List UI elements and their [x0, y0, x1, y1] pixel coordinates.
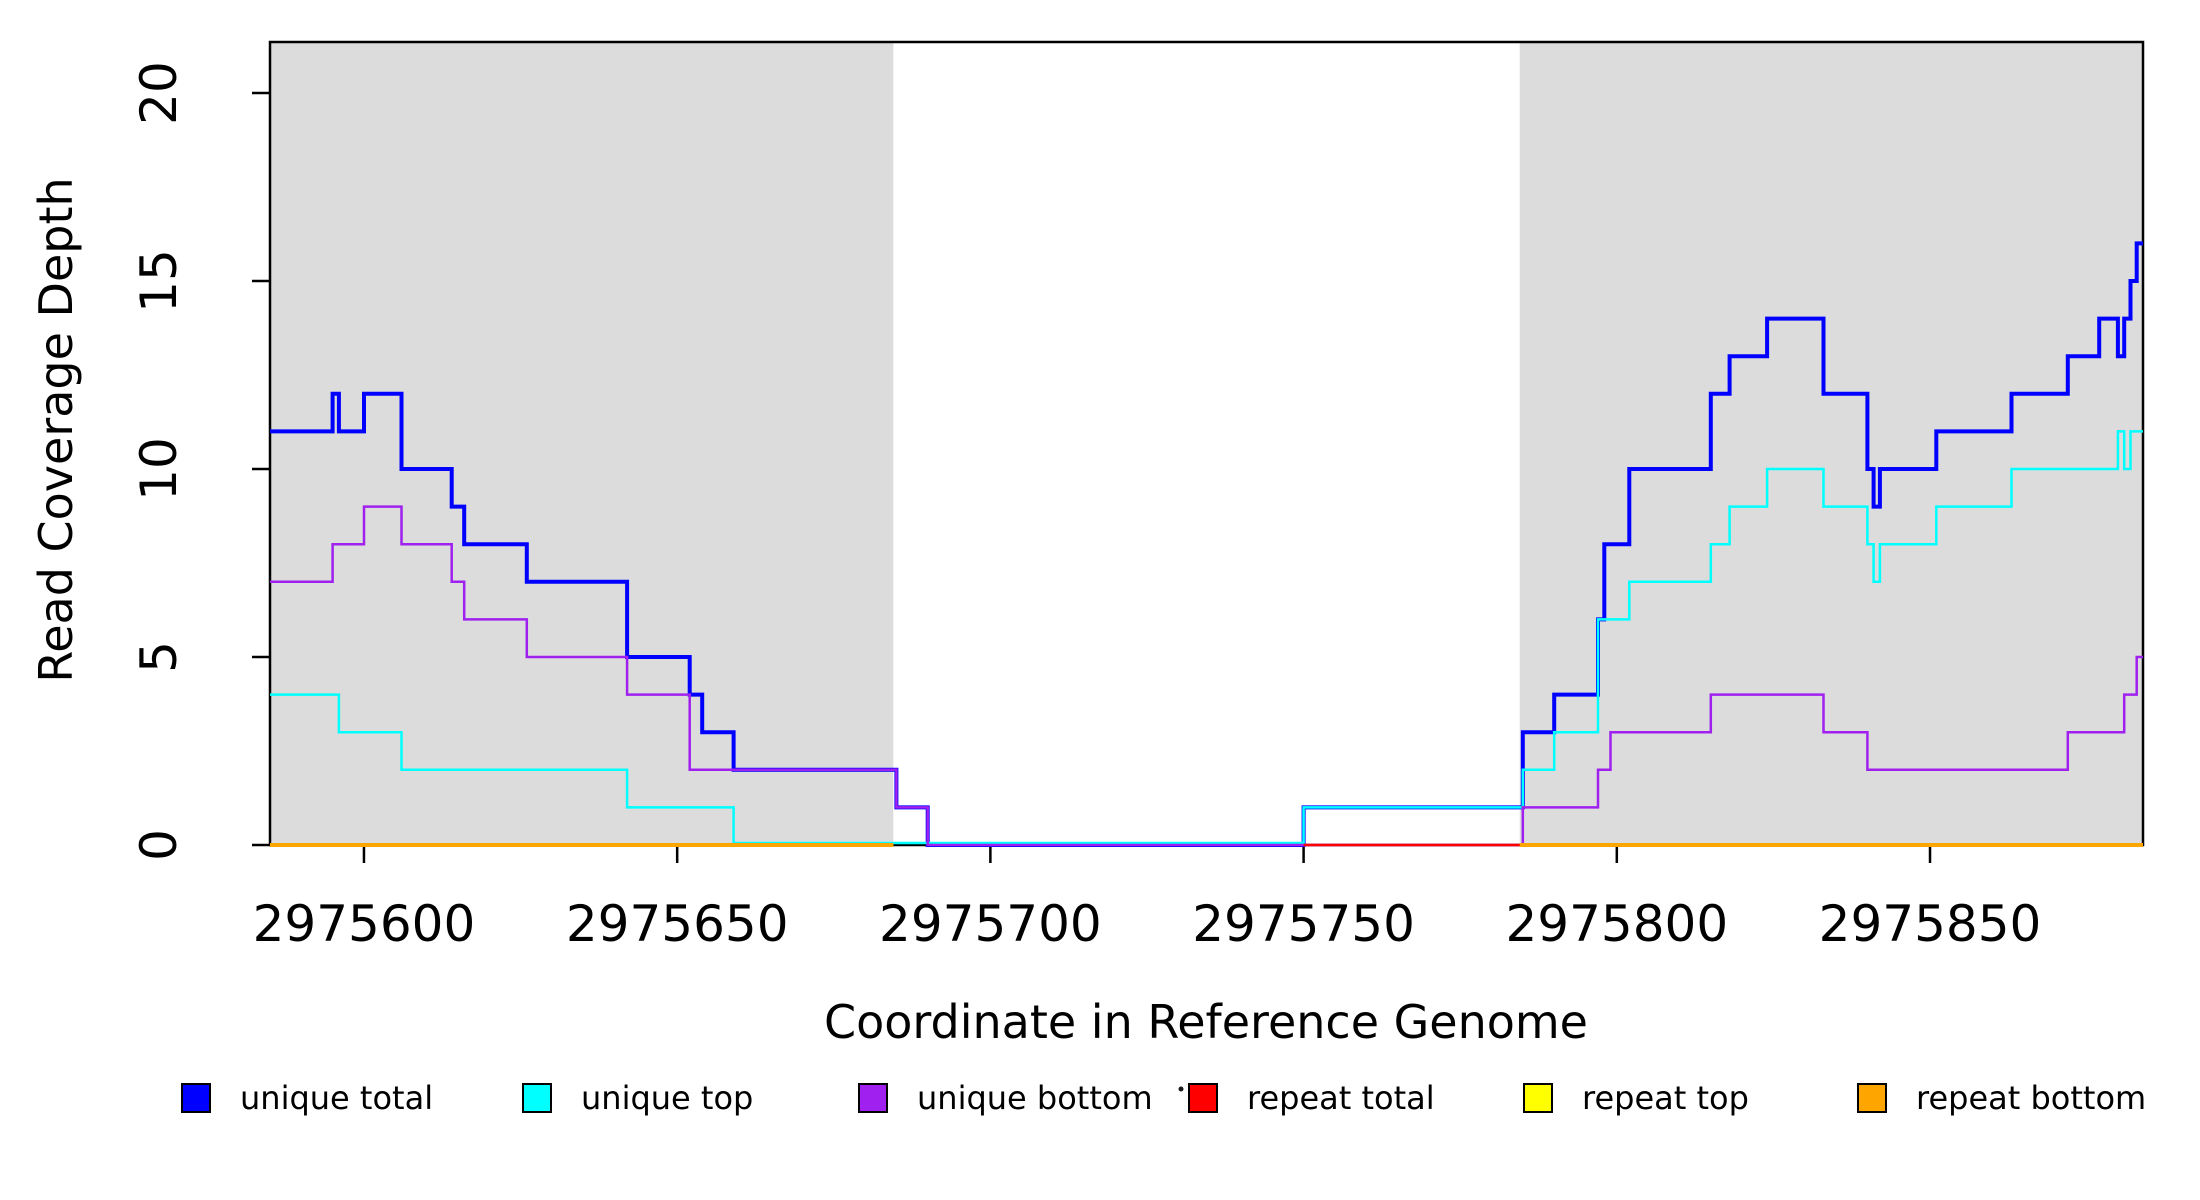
legend-label-repeat-total: repeat total [1247, 1079, 1435, 1117]
legend-stray-dot [1178, 1086, 1184, 1092]
y-tick-label: 15 [130, 249, 188, 313]
legend-swatch-repeat-bottom [1857, 1083, 1887, 1113]
x-tick-label: 2975650 [566, 895, 789, 953]
shaded-region [1519, 42, 2143, 845]
axis-ticks: 2975600 2975650 2975700 2975750 2975800 29758… [130, 61, 2041, 953]
x-tick-label: 2975850 [1819, 895, 2042, 953]
legend-swatch-repeat-top [1523, 1083, 1553, 1113]
legend-label-repeat-top: repeat top [1582, 1079, 1749, 1117]
x-tick-label: 2975750 [1192, 895, 1415, 953]
legend-swatch-unique-top [522, 1083, 552, 1113]
legend-swatch-unique-bottom [858, 1083, 888, 1113]
legend: unique total unique top unique bottom repea… [181, 1079, 2146, 1117]
legend-swatch-repeat-total [1188, 1083, 1218, 1113]
x-tick-label: 2975800 [1505, 895, 1728, 953]
legend-swatch-unique-total [181, 1083, 211, 1113]
shaded-region [270, 42, 894, 845]
y-axis-title: Read Coverage Depth [29, 177, 83, 682]
series-lines [270, 241, 2143, 847]
x-axis-title: Coordinate in Reference Genome [824, 995, 1588, 1049]
y-tick-label: 0 [130, 829, 188, 861]
legend-label-unique-total: unique total [240, 1079, 433, 1117]
y-tick-label: 5 [130, 641, 188, 673]
legend-label-unique-top: unique top [581, 1079, 753, 1117]
legend-label-repeat-bottom: repeat bottom [1916, 1079, 2146, 1117]
series-unique-bottom-line [270, 505, 2143, 847]
legend-label-unique-bottom: unique bottom [917, 1079, 1153, 1117]
x-tick-label: 2975700 [879, 895, 1102, 953]
x-tick-label: 2975600 [253, 895, 476, 953]
y-tick-label: 10 [130, 437, 188, 501]
series-unique-top-line [270, 430, 2143, 845]
y-tick-label: 20 [130, 61, 188, 125]
shaded-regions [270, 42, 2143, 845]
